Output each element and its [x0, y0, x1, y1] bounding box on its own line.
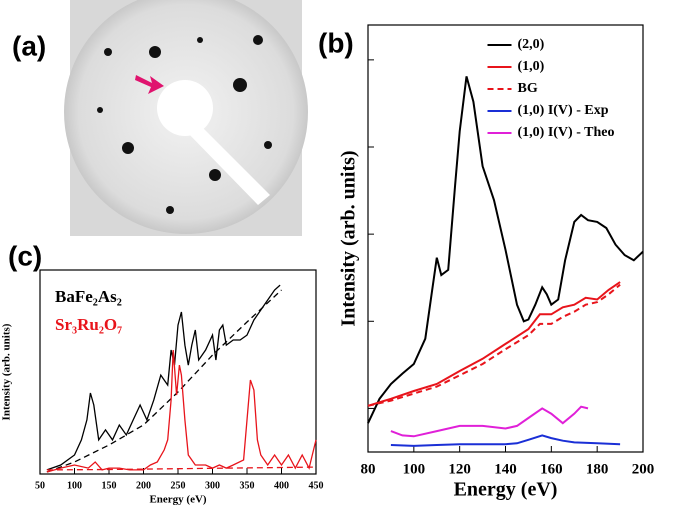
- series-line: [390, 434, 621, 447]
- x-tick-label: 350: [240, 480, 255, 491]
- legend-label: Sr₃Ru₂O₇: [55, 315, 122, 334]
- series-line: [367, 281, 621, 407]
- x-tick-label: 200: [136, 480, 151, 491]
- x-tick-label: 140: [494, 461, 517, 477]
- x-tick-label: 100: [403, 461, 426, 477]
- x-tick-label: 250: [171, 480, 186, 491]
- series-line: [367, 283, 621, 407]
- x-tick-label: 150: [102, 480, 117, 491]
- series-line: [390, 405, 589, 438]
- legend-label: BG: [518, 81, 538, 96]
- x-tick-label: 100: [67, 480, 82, 491]
- x-tick-label: 200: [632, 461, 655, 477]
- panel-label: (b): [318, 27, 354, 58]
- leed-image: [64, 0, 308, 236]
- legend-label: (1,0) I(V) - Exp: [518, 103, 609, 118]
- legend-label: (1,0): [518, 59, 545, 74]
- x-tick-label: 160: [540, 461, 563, 477]
- legend-label: (2,0): [518, 37, 545, 52]
- y-axis-label: Intensity (arb. units): [1, 323, 13, 420]
- y-axis-label: Intensity (arb. units): [338, 150, 360, 326]
- series-line: [367, 76, 644, 424]
- x-tick-label: 450: [309, 480, 324, 491]
- x-axis-label: Energy (eV): [149, 494, 206, 506]
- x-tick-label: 180: [586, 461, 609, 477]
- series-line: [46, 349, 317, 473]
- series-line: [46, 289, 282, 473]
- series-line: [46, 284, 281, 471]
- x-tick-label: 400: [274, 480, 289, 491]
- panel-label: (a): [12, 30, 46, 61]
- x-tick-label: 120: [448, 461, 471, 477]
- x-axis-label: Energy (eV): [454, 479, 558, 501]
- legend-label: BaFe₂As₂: [55, 287, 122, 306]
- x-tick-label: 80: [361, 461, 376, 477]
- panel-label: (c): [8, 240, 42, 271]
- plot-frame: [367, 24, 644, 453]
- series-line: [46, 466, 317, 471]
- x-tick-label: 50: [35, 480, 45, 491]
- x-tick-label: 300: [205, 480, 220, 491]
- legend-label: (1,0) I(V) - Theo: [518, 125, 615, 140]
